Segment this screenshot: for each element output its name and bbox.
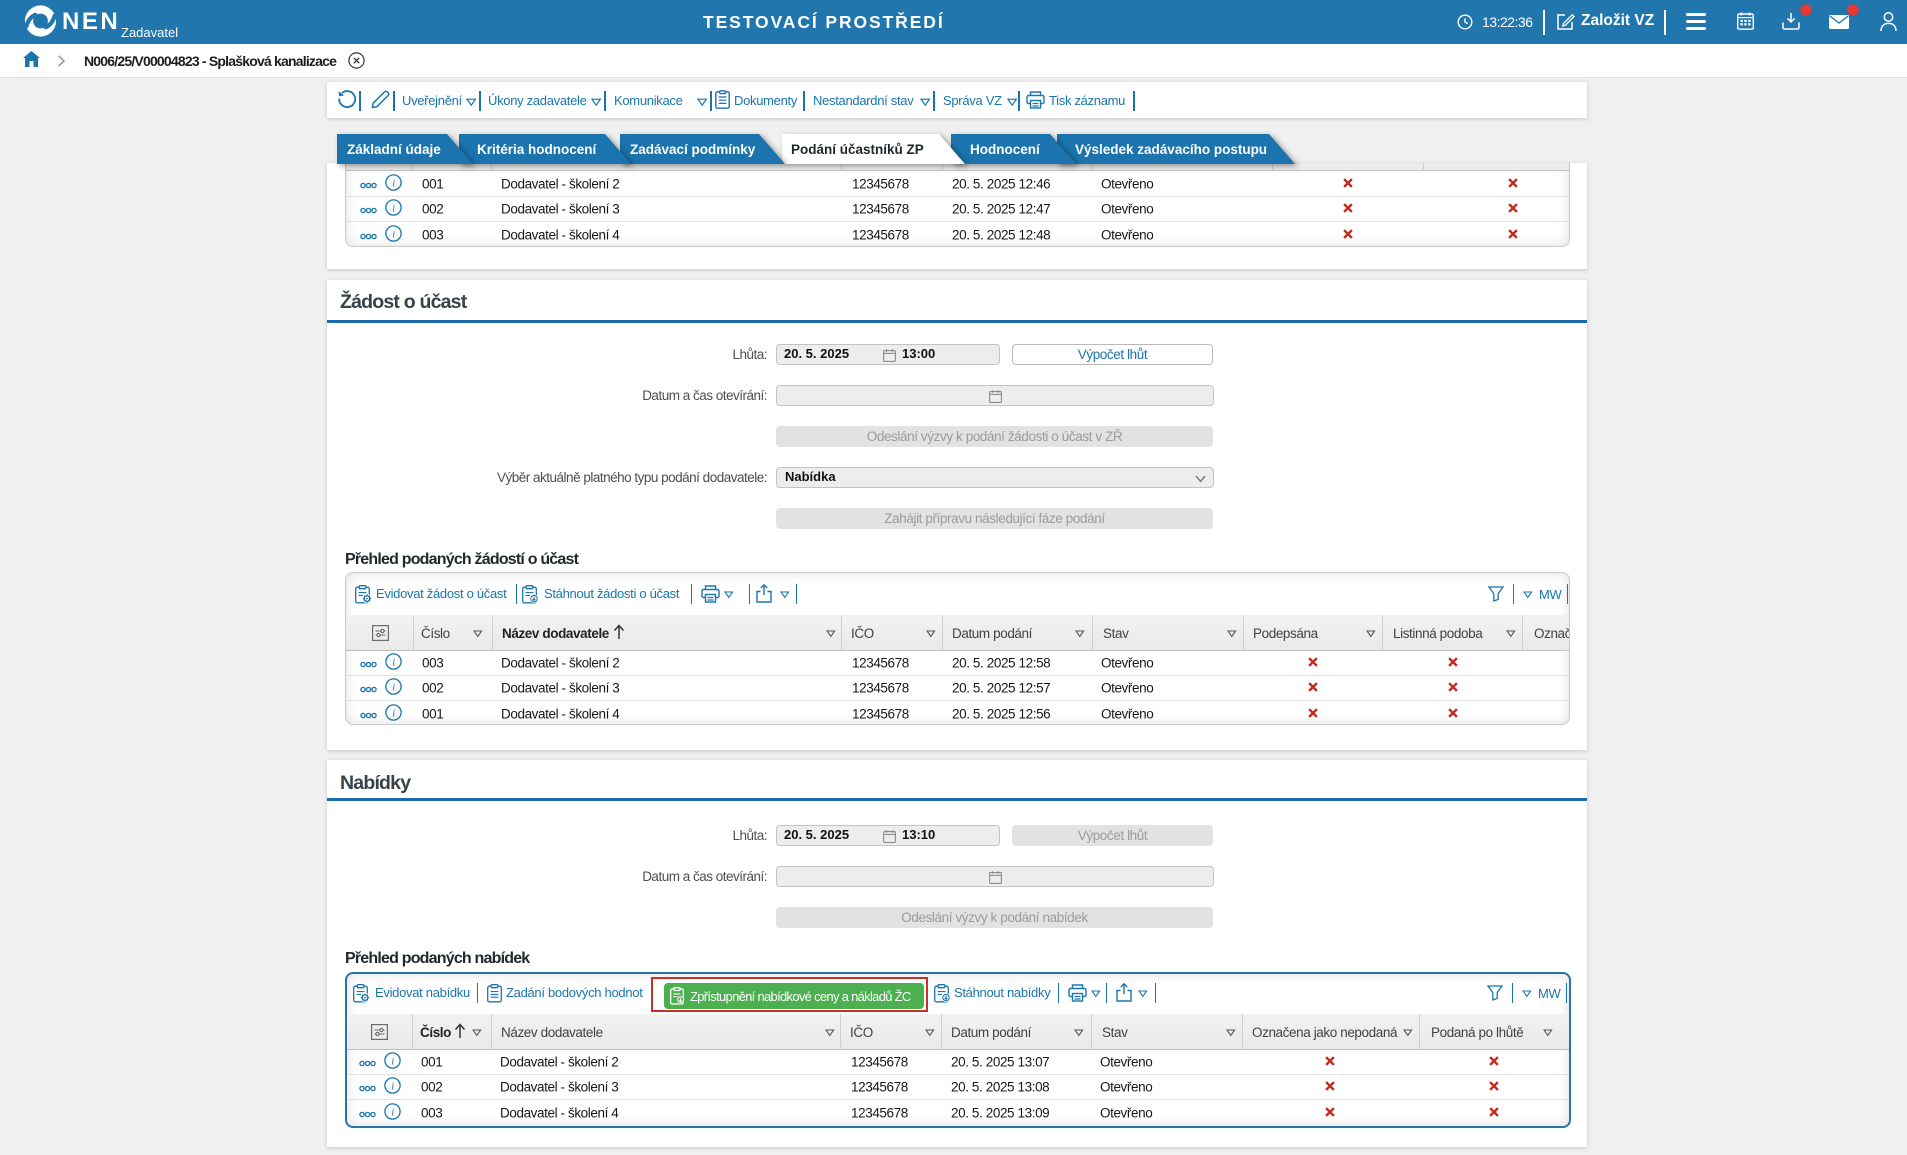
svg-text:i: i <box>391 1107 394 1118</box>
svg-text:i: i <box>392 708 395 719</box>
svg-text:i: i <box>392 229 395 240</box>
svg-text:i: i <box>391 1081 394 1092</box>
svg-text:i: i <box>392 682 395 693</box>
svg-text:i: i <box>392 178 395 189</box>
svg-text:i: i <box>392 203 395 214</box>
svg-text:i: i <box>392 657 395 668</box>
svg-text:i: i <box>391 1056 394 1067</box>
